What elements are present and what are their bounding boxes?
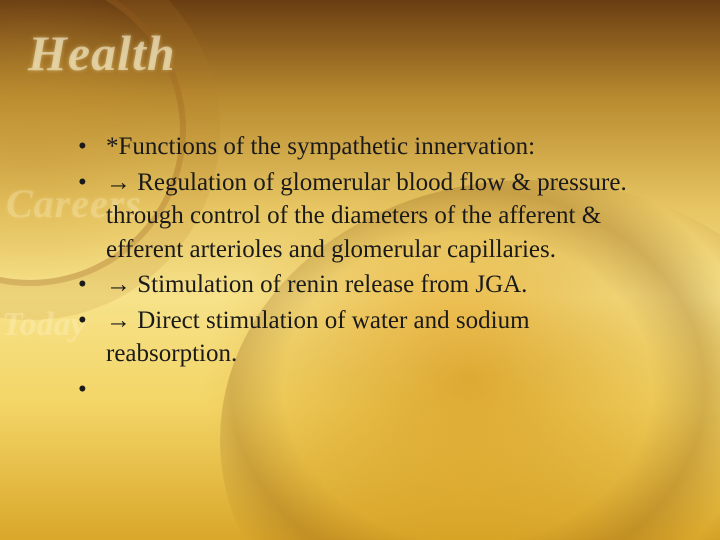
bullet-text: *Functions of the sympathetic innervatio… [106, 133, 535, 160]
list-item: → Stimulation of renin release from JGA. [78, 268, 660, 302]
watermark-health: Health [28, 24, 176, 82]
list-item: *Functions of the sympathetic innervatio… [78, 130, 660, 164]
bullet-text: → Direct stimulation of water and sodium… [106, 307, 530, 368]
watermark-today: Today [2, 306, 86, 344]
slide-body: *Functions of the sympathetic innervatio… [78, 130, 660, 373]
bullet-list: *Functions of the sympathetic innervatio… [78, 130, 660, 371]
bullet-text: → Regulation of glomerular blood flow & … [106, 169, 627, 263]
list-item: → Direct stimulation of water and sodium… [78, 304, 660, 371]
bullet-text: → Stimulation of renin release from JGA. [106, 271, 527, 298]
list-item: → Regulation of glomerular blood flow & … [78, 166, 660, 267]
